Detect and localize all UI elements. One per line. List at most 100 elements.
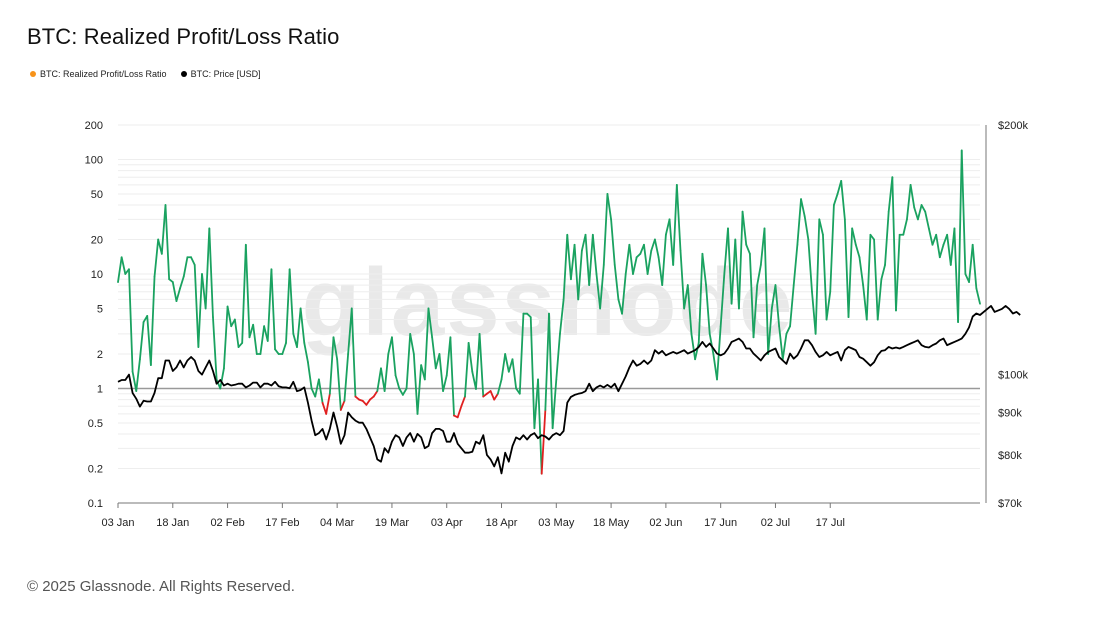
ratio-segment [847, 227, 854, 319]
ratio-segment [840, 179, 846, 221]
ratio-segment [365, 398, 371, 406]
ratio-segment [343, 353, 350, 402]
ratio-segment [233, 318, 240, 348]
x-tick-label: 03 May [538, 517, 575, 529]
ratio-segment [975, 287, 981, 305]
ratio-segment [654, 238, 660, 259]
left-tick-label: 50 [91, 189, 103, 201]
ratio-segment [540, 409, 547, 475]
ratio-segment [475, 332, 481, 390]
ratio-segment [690, 332, 697, 361]
ratio-segment [602, 193, 609, 266]
right-tick-label: $100k [998, 370, 1028, 382]
ratio-segment [372, 390, 379, 398]
ratio-segment [789, 284, 795, 328]
ratio-segment [741, 210, 748, 246]
copyright-footer: © 2025 Glassnode. All Rights Reserved. [27, 578, 295, 595]
right-tick-label: $80k [998, 450, 1022, 462]
x-tick-label: 03 Apr [431, 517, 463, 529]
ratio-segment [139, 321, 145, 361]
x-tick-label: 02 Jun [649, 517, 682, 529]
left-tick-label: 200 [85, 120, 103, 132]
ratio-segment [566, 233, 572, 281]
ratio-segment [314, 378, 320, 398]
legend-price-color-icon [180, 71, 187, 77]
ratio-segment [325, 392, 331, 415]
ratio-segment [701, 252, 707, 286]
ratio-segment [281, 342, 287, 355]
ratio-segment [902, 218, 908, 236]
ratio-segment [398, 387, 404, 396]
ratio-segment [135, 358, 141, 392]
left-tick-label: 0.1 [88, 498, 103, 510]
ratio-segment [738, 210, 744, 310]
ratio-segment [697, 252, 704, 344]
ratio-segment [496, 378, 503, 395]
ratio-segment [591, 233, 598, 275]
ratio-segment [606, 193, 612, 221]
ratio-segment [511, 358, 518, 390]
ratio-segment [551, 378, 558, 430]
ratio-segment [752, 284, 759, 339]
ratio-segment [829, 204, 835, 293]
ratio-segment [708, 332, 715, 355]
ratio-segment [909, 183, 916, 209]
ratio-segment [822, 233, 828, 321]
legend-item-ratio[interactable]: BTC: Realized Profit/Loss Ratio [30, 69, 167, 79]
ratio-segment [570, 243, 576, 281]
left-tick-label: 5 [97, 303, 103, 315]
ratio-segment [562, 233, 569, 301]
ratio-segment [946, 233, 952, 266]
ratio-segment [204, 227, 211, 310]
ratio-segment [190, 256, 196, 266]
ratio-segment [624, 243, 631, 275]
ratio-segment [891, 176, 897, 312]
ratio-segment [456, 405, 463, 419]
ratio-segment [610, 218, 616, 266]
ratio-segment [460, 395, 466, 408]
left-tick-label: 0.5 [88, 418, 103, 430]
ratio-segment [504, 353, 510, 373]
ratio-segment [781, 332, 788, 361]
ratio-segment [832, 193, 839, 206]
ratio-segment [182, 256, 189, 278]
left-tick-label: 2 [97, 349, 103, 361]
ratio-segment [843, 218, 850, 319]
ratio-segment [920, 204, 927, 213]
ratio-segment [555, 332, 561, 381]
ratio-segment [858, 256, 865, 286]
ratio-segment [241, 243, 247, 344]
ratio-segment [533, 378, 539, 430]
ratio-segment [548, 312, 554, 430]
ratio-segment [559, 298, 565, 335]
ratio-segment [621, 273, 627, 315]
right-tick-label: $70k [998, 498, 1022, 510]
ratio-segment [577, 249, 583, 301]
ratio-segment [756, 264, 762, 286]
series-lines [117, 149, 1021, 475]
ratio-segment [244, 243, 251, 339]
ratio-segment [727, 227, 733, 305]
ratio-segment [960, 149, 967, 275]
ratio-segment [873, 238, 879, 321]
ratio-segment [518, 312, 525, 395]
ratio-segment [661, 233, 667, 286]
ratio-segment [763, 227, 770, 355]
ratio-segment [880, 264, 886, 281]
ratio-segment [179, 275, 185, 290]
right-tick-label: $90k [998, 408, 1022, 420]
ratio-segment [679, 249, 686, 310]
ratio-segment [884, 210, 890, 266]
ratio-segment [317, 378, 324, 404]
x-tick-label: 02 Jul [761, 517, 790, 529]
ratio-segment [493, 392, 499, 401]
ratio-segment [266, 268, 273, 342]
ratio-segment [350, 307, 357, 398]
ratio-segment [128, 268, 134, 373]
ratio-segment [120, 256, 127, 275]
ratio-segment [595, 273, 602, 310]
ratio-segment [193, 264, 200, 348]
x-tick-label: 17 Jun [704, 517, 737, 529]
legend-item-price[interactable]: BTC: Price [USD] [180, 69, 261, 79]
